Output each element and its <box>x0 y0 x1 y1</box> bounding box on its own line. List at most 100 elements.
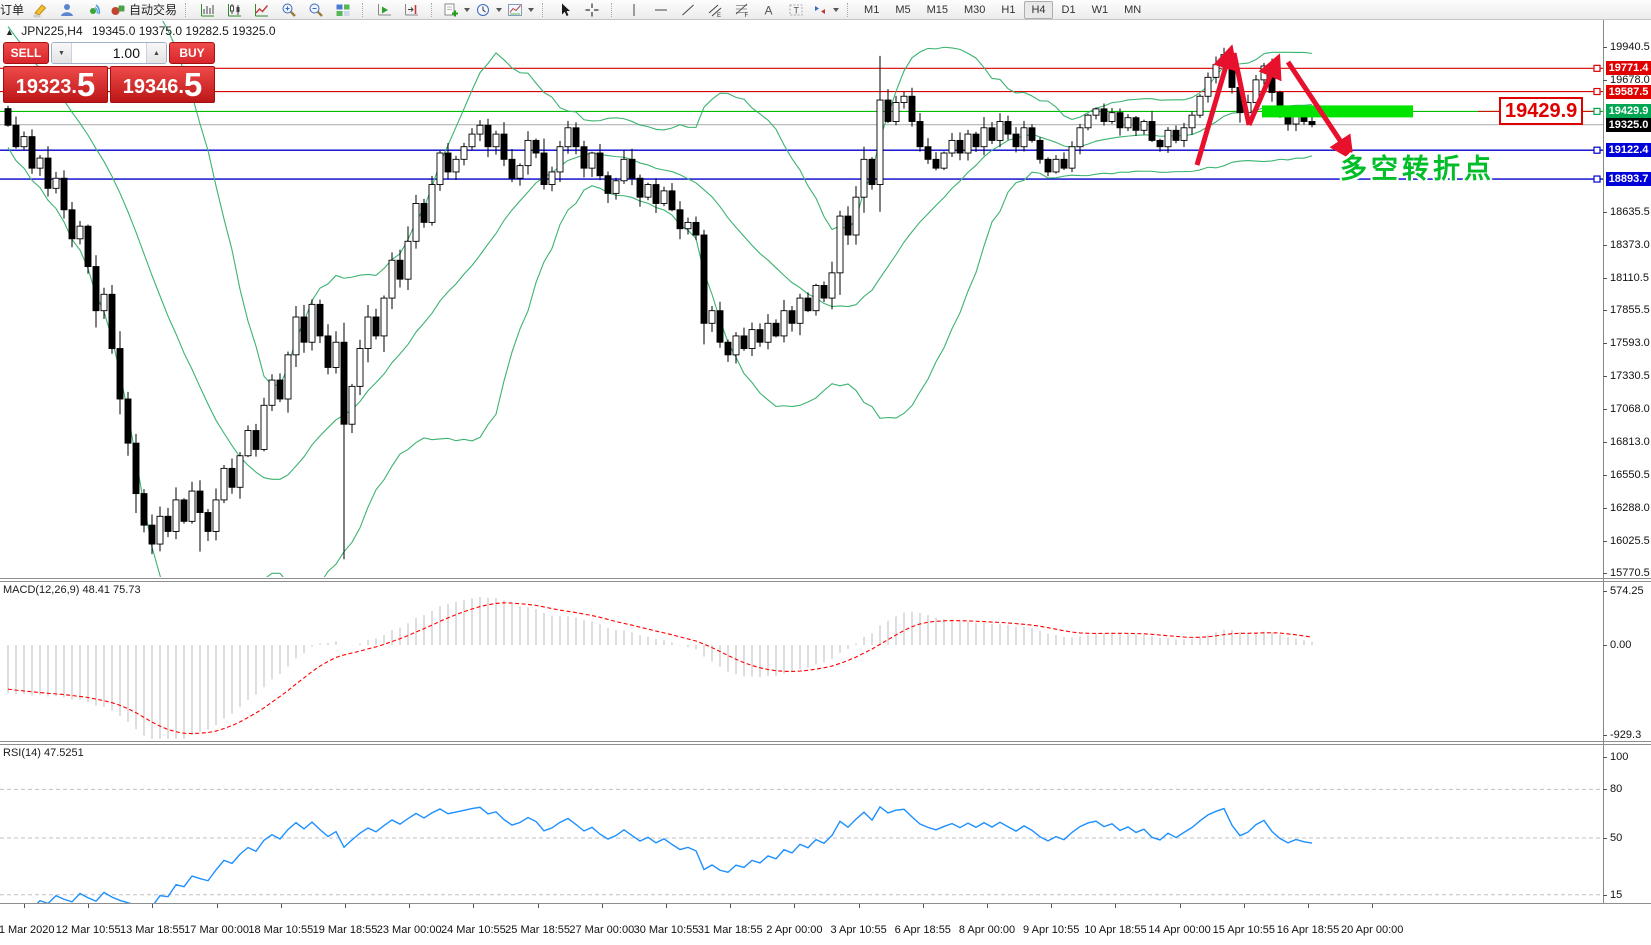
sell-price-display[interactable]: 19323. 5 <box>3 66 108 103</box>
text-icon: A <box>765 3 773 17</box>
auto-scroll-button[interactable] <box>372 1 398 19</box>
time-axis-label: 3 Apr 10:55 <box>830 924 887 936</box>
trend-arrow-annotation[interactable] <box>1194 44 1238 166</box>
price-callout-label[interactable]: 19429.9 <box>1499 97 1584 126</box>
price-axis-tick: 19678.0 <box>1610 74 1650 87</box>
line-end-marker[interactable] <box>1593 87 1601 96</box>
templates-button[interactable] <box>505 1 536 19</box>
buy-price-pips: 5 <box>183 66 203 103</box>
time-axis-tick-mark <box>537 904 539 908</box>
macd-axis-tick: -929.3 <box>1610 729 1642 741</box>
candlestick-chart-button[interactable] <box>222 1 248 19</box>
trend-arrow-annotation[interactable] <box>1246 53 1282 126</box>
chart-header: ▲ JPN225,H4 19345.0 19375.0 19282.5 1932… <box>5 24 276 38</box>
price-axis-tick: 16550.5 <box>1610 468 1650 481</box>
line-end-marker[interactable] <box>1593 146 1601 154</box>
turning-point-label[interactable]: 多空转折点 <box>1340 154 1495 184</box>
line-end-marker[interactable] <box>1593 175 1601 183</box>
horizontal-line-button[interactable] <box>648 1 674 19</box>
vertical-line-button[interactable] <box>621 1 647 19</box>
periods-button[interactable] <box>473 1 504 19</box>
text-button[interactable]: A <box>756 1 782 19</box>
zoom-in-button[interactable] <box>276 1 302 19</box>
price-axis-tick-mark <box>1603 441 1607 443</box>
fibonacci-button[interactable]: F <box>729 1 755 19</box>
trend-arrow-annotation[interactable] <box>1231 52 1252 126</box>
text-label-button[interactable]: T <box>783 1 809 19</box>
timeframe-button-M30[interactable]: M30 <box>964 3 986 16</box>
rsi-axis-tick-mark <box>1603 757 1607 758</box>
timeframe-button-M1[interactable]: M1 <box>864 3 880 16</box>
cursor-button[interactable] <box>552 1 578 19</box>
pane-separator[interactable] <box>0 581 1651 582</box>
volume-increase-button[interactable]: ▲ <box>146 43 166 63</box>
time-axis-tick-mark <box>152 904 154 908</box>
line-chart-icon <box>255 3 269 16</box>
time-axis-label: 30 Mar 10:55 <box>633 924 699 936</box>
price-axis-tick: 18373.0 <box>1610 238 1650 251</box>
autotrade-button[interactable]: 自动交易 <box>108 1 179 19</box>
main-chart-pane[interactable] <box>0 20 1603 578</box>
equidistant-channel-icon: E <box>708 4 722 18</box>
support-band-annotation[interactable] <box>1262 105 1413 118</box>
macd-label: MACD(12,26,9) 48.41 75.73 <box>3 584 141 596</box>
buy-button[interactable]: BUY <box>169 42 215 64</box>
line-chart-button[interactable] <box>249 1 275 19</box>
bar-chart-button[interactable] <box>195 1 221 19</box>
time-axis-label: 8 Apr 00:00 <box>958 924 1016 936</box>
sell-button[interactable]: SELL <box>3 42 49 64</box>
time-axis-tick-mark <box>1179 904 1181 908</box>
arrows-button[interactable] <box>810 1 841 19</box>
timeframe-button-H4[interactable]: H4 <box>1024 0 1053 19</box>
time-axis-label: 13 Mar 18:55 <box>119 924 185 936</box>
trendline-button[interactable] <box>675 1 701 19</box>
price-axis-line[interactable] <box>1603 20 1604 903</box>
channel-button[interactable]: E <box>702 1 728 19</box>
macd-indicator-pane[interactable] <box>0 582 1603 741</box>
crosshair-button[interactable] <box>579 1 605 19</box>
pane-separator[interactable] <box>0 578 1651 579</box>
new-order-button[interactable]: 新订单 <box>0 1 26 19</box>
new-chart-dropdown-caret <box>464 7 471 12</box>
timeframe-button-MN[interactable]: MN <box>1124 3 1142 16</box>
rsi-line <box>36 805 1313 903</box>
line-end-marker[interactable] <box>1593 64 1601 72</box>
price-axis-tick: 15770.5 <box>1610 567 1650 579</box>
rsi-axis-tick: 100 <box>1610 751 1629 763</box>
pane-separator[interactable] <box>0 741 1651 742</box>
time-axis-tick-mark <box>88 904 90 908</box>
tile-windows-button[interactable] <box>330 1 356 19</box>
timeframe-button-D1[interactable]: D1 <box>1061 3 1076 16</box>
marker-button[interactable] <box>27 1 53 19</box>
time-axis-label: 17 Mar 00:00 <box>184 924 249 936</box>
price-axis-tick-mark <box>1603 540 1607 542</box>
timeframe-button-H1[interactable]: H1 <box>1001 3 1016 16</box>
sell-price-pips: 5 <box>76 66 96 103</box>
timeframe-button-M5[interactable]: M5 <box>895 3 911 16</box>
one-click-collapse-icon[interactable]: ▲ <box>5 27 14 37</box>
price-axis-tick-mark <box>1603 409 1607 411</box>
trend-arrow-annotation[interactable] <box>1285 60 1354 162</box>
time-axis-separator <box>0 903 1651 904</box>
crosshair-icon <box>585 3 599 16</box>
volume-input[interactable] <box>72 43 146 63</box>
macd-signal-line <box>7 602 1313 735</box>
chat-button[interactable] <box>54 1 80 19</box>
toolbar-separator <box>185 2 190 17</box>
zoom-out-button[interactable] <box>303 1 329 19</box>
rsi-indicator-pane[interactable] <box>0 745 1603 903</box>
volume-decrease-button[interactable]: ▼ <box>52 43 72 63</box>
volume-control: ▼ ▲ <box>51 42 167 64</box>
timeframe-button-W1[interactable]: W1 <box>1091 3 1109 16</box>
svg-text:A: A <box>765 3 773 17</box>
signals-button[interactable] <box>81 1 107 19</box>
autotrade-icon <box>111 5 125 15</box>
buy-price-main: 19346 <box>122 76 179 98</box>
timeframe-button-M15[interactable]: M15 <box>926 3 948 16</box>
chart-shift-button[interactable] <box>399 1 425 19</box>
line-end-marker[interactable] <box>1593 107 1601 116</box>
buy-price-display[interactable]: 19346. 5 <box>110 66 215 103</box>
new-chart-button[interactable] <box>441 1 472 19</box>
horizontal-line-icon <box>655 9 668 10</box>
pane-separator[interactable] <box>0 744 1651 745</box>
